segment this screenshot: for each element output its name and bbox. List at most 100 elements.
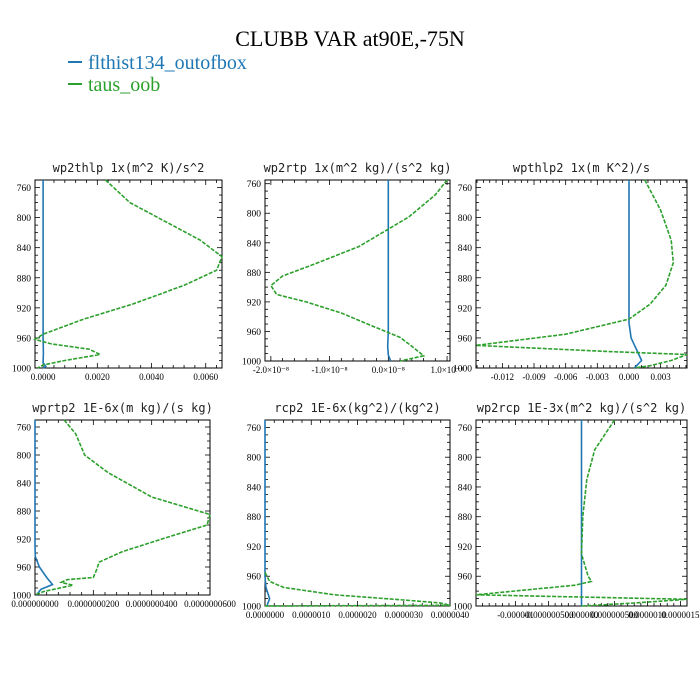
y-tick-label: 800 bbox=[247, 210, 262, 220]
x-tick-label: -0.012 bbox=[491, 372, 514, 382]
y-tick-label: 920 bbox=[17, 536, 32, 546]
y-tick-label: 800 bbox=[247, 454, 262, 464]
series-line-taus-oob bbox=[264, 572, 451, 607]
legend-entry-1: flthist134_outofbox bbox=[68, 52, 247, 75]
y-tick-label: 800 bbox=[458, 454, 473, 464]
chart-panel-4: wprtp2 1E-6x(m kg)/(s kg)760 800 840 880 920… bbox=[11, 401, 236, 609]
y-tick-label: 1000 bbox=[453, 603, 472, 613]
series-line-taus-oob bbox=[475, 179, 688, 369]
plot-frame bbox=[34, 179, 223, 369]
y-tick-label: 960 bbox=[247, 328, 262, 338]
x-tick-label: -0.000000500 bbox=[523, 610, 574, 620]
x-tick-label: 0.0060 bbox=[193, 372, 218, 382]
series-line-flthist134 bbox=[34, 420, 54, 596]
y-tick-label: 960 bbox=[17, 334, 32, 344]
y-tick-label: 840 bbox=[458, 244, 473, 254]
y-tick-label: 880 bbox=[17, 274, 32, 284]
x-tick-label: 0.0000010 bbox=[292, 610, 331, 620]
y-tick-label: 920 bbox=[247, 298, 262, 308]
panel-title: wpthlp2 1x(m K^2)/s bbox=[513, 161, 650, 175]
x-tick-label: 0.0000000200 bbox=[67, 599, 119, 609]
x-tick-label: 0.0000030 bbox=[385, 610, 424, 620]
x-tick-label: 0.0040 bbox=[139, 372, 164, 382]
chart-panel-1: wp2thlp 1x(m^2 K)/s^2 760 800 840 880 920 960 1… bbox=[12, 161, 223, 382]
y-tick-label: 800 bbox=[17, 452, 32, 462]
panel-title: wp2rcp 1E-3x(m^2 kg)/(s^2 kg) bbox=[477, 401, 687, 415]
panel-title: wprtp2 1E-6x(m kg)/(s kg) bbox=[32, 401, 213, 415]
plot-frame bbox=[264, 419, 451, 607]
legend-entry-2: taus_oob bbox=[68, 74, 160, 97]
y-tick-label: 920 bbox=[458, 304, 473, 314]
x-tick-label: 0.0020 bbox=[85, 372, 110, 382]
plot-frame bbox=[475, 179, 688, 369]
chart-panel-3: wpthlp2 1x(m K^2)/s 760 800 840 880 920 960 100… bbox=[453, 161, 688, 382]
y-tick-label: 880 bbox=[247, 269, 262, 279]
panel-title: wp2rtp 1x(m^2 kg)/(s^2 kg) bbox=[264, 161, 452, 175]
y-tick-label: 1000 bbox=[12, 365, 31, 375]
y-tick-label: 880 bbox=[247, 513, 262, 523]
x-tick-label: 0.000000500 bbox=[591, 610, 639, 620]
x-tick-label: -1.0×10⁻⁸ bbox=[311, 365, 347, 375]
legend-swatch-2 bbox=[68, 83, 82, 86]
y-tick-label: 880 bbox=[458, 513, 473, 523]
y-tick-label: 920 bbox=[17, 304, 32, 314]
x-tick-label: 0.0000000 bbox=[246, 610, 285, 620]
x-tick-label: -0.006 bbox=[554, 372, 578, 382]
y-tick-label: 840 bbox=[247, 483, 262, 493]
x-tick-label: 0.0000010 bbox=[628, 610, 667, 620]
legend-label-1: flthist134_outofbox bbox=[88, 52, 247, 74]
y-tick-label: 840 bbox=[17, 244, 32, 254]
y-tick-label: 1000 bbox=[242, 358, 261, 368]
series-line-flthist134 bbox=[42, 180, 47, 369]
y-tick-label: 920 bbox=[458, 543, 473, 553]
y-tick-label: 960 bbox=[17, 564, 32, 574]
y-tick-label: 840 bbox=[17, 480, 32, 490]
x-tick-label: -0.003 bbox=[586, 372, 610, 382]
y-tick-label: 760 bbox=[247, 424, 262, 434]
panel-title: rcp2 1E-6x(kg^2)/(kg^2) bbox=[274, 401, 440, 415]
x-tick-label: 0.003 bbox=[651, 372, 672, 382]
y-tick-label: 840 bbox=[458, 483, 473, 493]
y-tick-label: 880 bbox=[458, 274, 473, 284]
y-tick-label: 880 bbox=[17, 508, 32, 518]
chart-panel-5: rcp2 1E-6x(kg^2)/(kg^2) 760 800 840 880 920 96… bbox=[242, 401, 470, 620]
x-tick-label: 0.0000 bbox=[31, 372, 56, 382]
x-tick-label: 0.0×10⁻⁸ bbox=[372, 365, 405, 375]
y-tick-label: 920 bbox=[247, 543, 262, 553]
series-line-flthist134 bbox=[386, 180, 392, 362]
legend-label-2: taus_oob bbox=[88, 74, 161, 96]
plot-frame bbox=[34, 419, 211, 596]
x-tick-label: 0.000 bbox=[619, 372, 640, 382]
x-tick-label: 0.0000020 bbox=[338, 610, 377, 620]
chart-panel-2: wp2rtp 1x(m^2 kg)/(s^2 kg)760 800 840 880 92… bbox=[242, 161, 464, 375]
x-tick-label: -0.000001 bbox=[497, 610, 534, 620]
x-tick-label: 0.0000040 bbox=[431, 610, 470, 620]
x-tick-label: 0.0000000400 bbox=[126, 599, 178, 609]
x-tick-label: 0.0000000600 bbox=[184, 599, 236, 609]
y-tick-label: 1000 bbox=[12, 592, 31, 602]
x-tick-label: 0.000000 bbox=[565, 610, 599, 620]
y-tick-label: 1000 bbox=[242, 603, 261, 613]
series-line-taus-oob bbox=[269, 179, 448, 362]
y-tick-label: 760 bbox=[458, 424, 473, 434]
y-tick-label: 960 bbox=[247, 573, 262, 583]
x-tick-label: 1.0×10⁻⁸ bbox=[430, 365, 463, 375]
y-tick-label: 760 bbox=[458, 184, 473, 194]
y-tick-label: 760 bbox=[17, 184, 32, 194]
legend-swatch-1 bbox=[68, 61, 82, 64]
x-tick-label: 0.000000000 bbox=[11, 599, 59, 609]
y-tick-label: 840 bbox=[247, 239, 262, 249]
y-tick-label: 1000 bbox=[453, 365, 472, 375]
chart-panel-6: wp2rcp 1E-3x(m^2 kg)/(s^2 kg) 760 800 840 88… bbox=[453, 401, 700, 620]
series-line-taus-oob bbox=[34, 419, 211, 596]
series-line-taus-oob bbox=[33, 179, 223, 369]
y-tick-label: 760 bbox=[17, 424, 32, 434]
y-tick-label: 800 bbox=[17, 214, 32, 224]
x-tick-label: -2.0×10⁻⁸ bbox=[253, 365, 289, 375]
y-tick-label: 800 bbox=[458, 214, 473, 224]
y-tick-label: 960 bbox=[458, 334, 473, 344]
x-tick-label: -0.009 bbox=[522, 372, 546, 382]
y-tick-label: 760 bbox=[247, 180, 262, 190]
plot-frame bbox=[264, 179, 451, 362]
